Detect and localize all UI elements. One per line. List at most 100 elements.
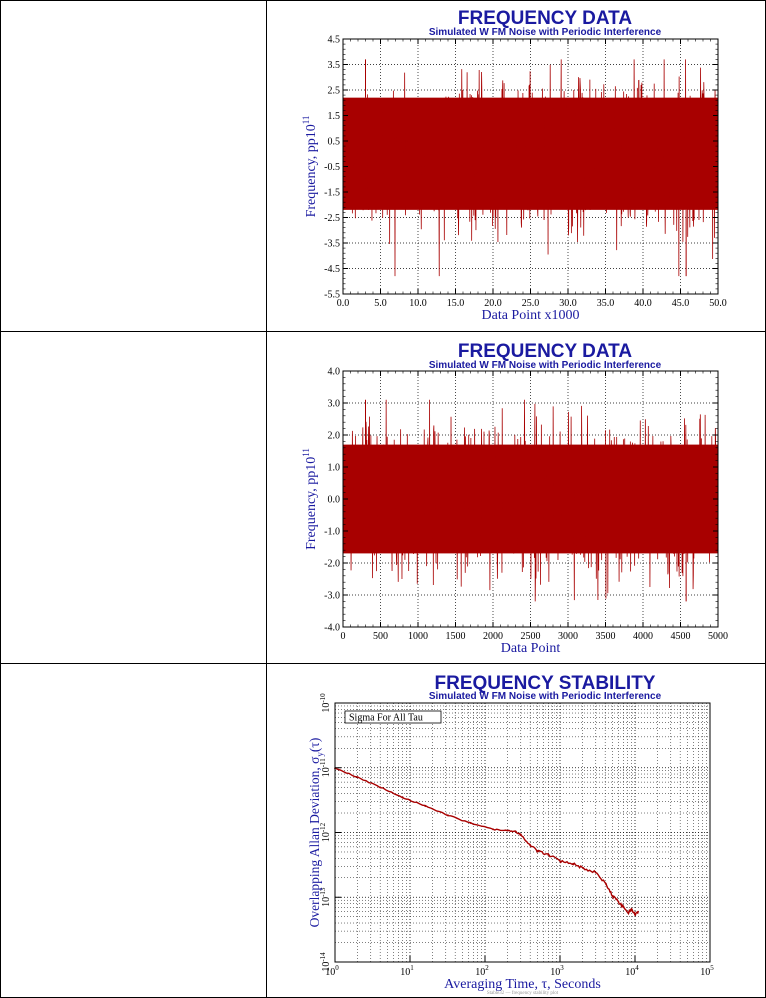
x-tick-label: 1500 — [446, 631, 466, 642]
y-tick-label: -2.0 — [324, 559, 340, 570]
x-tick-label: 3500 — [596, 631, 616, 642]
y-tick-label: -3.5 — [324, 239, 340, 250]
data-point — [529, 844, 532, 847]
data-point — [627, 911, 630, 914]
data-point — [506, 829, 509, 832]
x-tick-label: 30.0 — [559, 298, 577, 309]
y-tick-label: 1.5 — [328, 111, 341, 122]
x-tick-label: 15.0 — [447, 298, 465, 309]
data-point — [572, 862, 575, 865]
x-tick-label: 5.0 — [374, 298, 387, 309]
y-tick-label: 1.0 — [328, 463, 341, 474]
series-line — [342, 59, 719, 277]
data-point — [492, 828, 494, 831]
x-tick-label: 103 — [550, 964, 564, 978]
legend-label: Sigma For All Tau — [349, 713, 423, 724]
x-axis-label: Data Point x1000 — [482, 308, 580, 323]
y-tick-label: 2.5 — [328, 86, 341, 97]
x-tick-label: 500 — [373, 631, 388, 642]
y-tick-label: -4.0 — [324, 623, 340, 634]
y-axis-label: Frequency, pp1011 — [301, 116, 319, 218]
y-tick-label: 0.5 — [328, 137, 341, 148]
table-row-divider — [0, 663, 766, 664]
x-axis-label: Data Point — [501, 641, 561, 656]
data-point — [379, 786, 382, 789]
data-point — [617, 900, 620, 903]
chart-subtitle: Simulated W FM Noise with Periodic Inter… — [429, 360, 662, 371]
data-point — [401, 796, 404, 799]
x-tick-label: 102 — [475, 964, 489, 978]
x-tick-label: 0 — [341, 631, 346, 642]
y-tick-label: 0.0 — [328, 495, 341, 506]
x-tick-label: 4500 — [671, 631, 691, 642]
series-line — [334, 767, 639, 917]
data-point — [424, 805, 427, 808]
data-point — [605, 883, 607, 885]
data-point — [594, 871, 597, 874]
x-tick-label: 105 — [700, 964, 714, 978]
y-tick-label: 4.0 — [328, 367, 341, 378]
x-tick-label: 101 — [400, 964, 414, 978]
data-point — [637, 910, 640, 913]
table-border-top — [0, 0, 766, 1]
y-tick-label: -2.5 — [324, 213, 340, 224]
y-tick-label: 4.5 — [328, 35, 341, 46]
y-tick-label: -4.5 — [324, 264, 340, 275]
x-axis-label: Averaging Time, τ, Seconds — [444, 977, 601, 992]
data-point — [446, 814, 449, 817]
data-point — [514, 830, 517, 833]
x-tick-label: 25.0 — [522, 298, 540, 309]
data-point — [634, 913, 636, 916]
x-tick-label: 35.0 — [597, 298, 615, 309]
y-axis-label: Frequency, pp1011 — [301, 448, 319, 550]
y-axis-label: Overlapping Allan Deviation, σy(τ) — [307, 738, 325, 928]
legend-box — [344, 710, 442, 724]
y-tick-label: -5.5 — [324, 290, 340, 301]
x-tick-label: 40.0 — [634, 298, 652, 309]
series-line — [342, 399, 719, 602]
y-tick-label: 3.5 — [328, 60, 341, 71]
y-tick-label: -3.0 — [324, 591, 340, 602]
y-tick-label: -0.5 — [324, 162, 340, 173]
y-tick-label: -1.0 — [324, 527, 340, 538]
x-tick-label: 10.0 — [409, 298, 427, 309]
data-point — [630, 908, 633, 910]
y-tick-label: -1.5 — [324, 188, 340, 199]
data-point — [582, 867, 585, 870]
data-point — [356, 776, 359, 779]
chart-subtitle: Simulated W FM Noise with Periodic Inter… — [429, 691, 662, 702]
table-border-left — [0, 0, 1, 998]
y-tick-label: 10-12 — [319, 822, 332, 842]
chart-title: FREQUENCY STABILITY — [435, 673, 656, 694]
data-point — [537, 850, 540, 853]
x-tick-label: 50.0 — [709, 298, 727, 309]
data-point — [622, 906, 625, 909]
y-tick-label: 10-14 — [319, 952, 332, 972]
y-tick-label: 3.0 — [328, 399, 341, 410]
data-point — [547, 854, 550, 856]
x-tick-label: 2000 — [483, 631, 503, 642]
chart-title: FREQUENCY DATA — [458, 341, 632, 362]
x-tick-label: 0.0 — [337, 298, 350, 309]
x-tick-label: 45.0 — [672, 298, 690, 309]
chart-subtitle: Simulated W FM Noise with Periodic Inter… — [429, 27, 662, 38]
x-tick-label: 5000 — [708, 631, 728, 642]
x-tick-label: 2500 — [521, 631, 541, 642]
table-column-divider — [266, 0, 267, 998]
x-tick-label: 20.0 — [484, 298, 502, 309]
x-tick-label: 3000 — [558, 631, 578, 642]
y-tick-label: 10-13 — [319, 887, 332, 907]
data-point — [519, 833, 522, 836]
x-tick-label: 100 — [325, 964, 339, 978]
data-point — [469, 822, 472, 824]
footer-note: Stable32 — frequency stability plot — [487, 991, 559, 996]
data-point — [559, 860, 562, 863]
data-point — [611, 894, 614, 897]
y-tick-label: 2.0 — [328, 431, 341, 442]
x-tick-label: 104 — [625, 964, 639, 978]
x-tick-label: 4000 — [633, 631, 653, 642]
y-tick-label: 10-11 — [319, 758, 332, 778]
